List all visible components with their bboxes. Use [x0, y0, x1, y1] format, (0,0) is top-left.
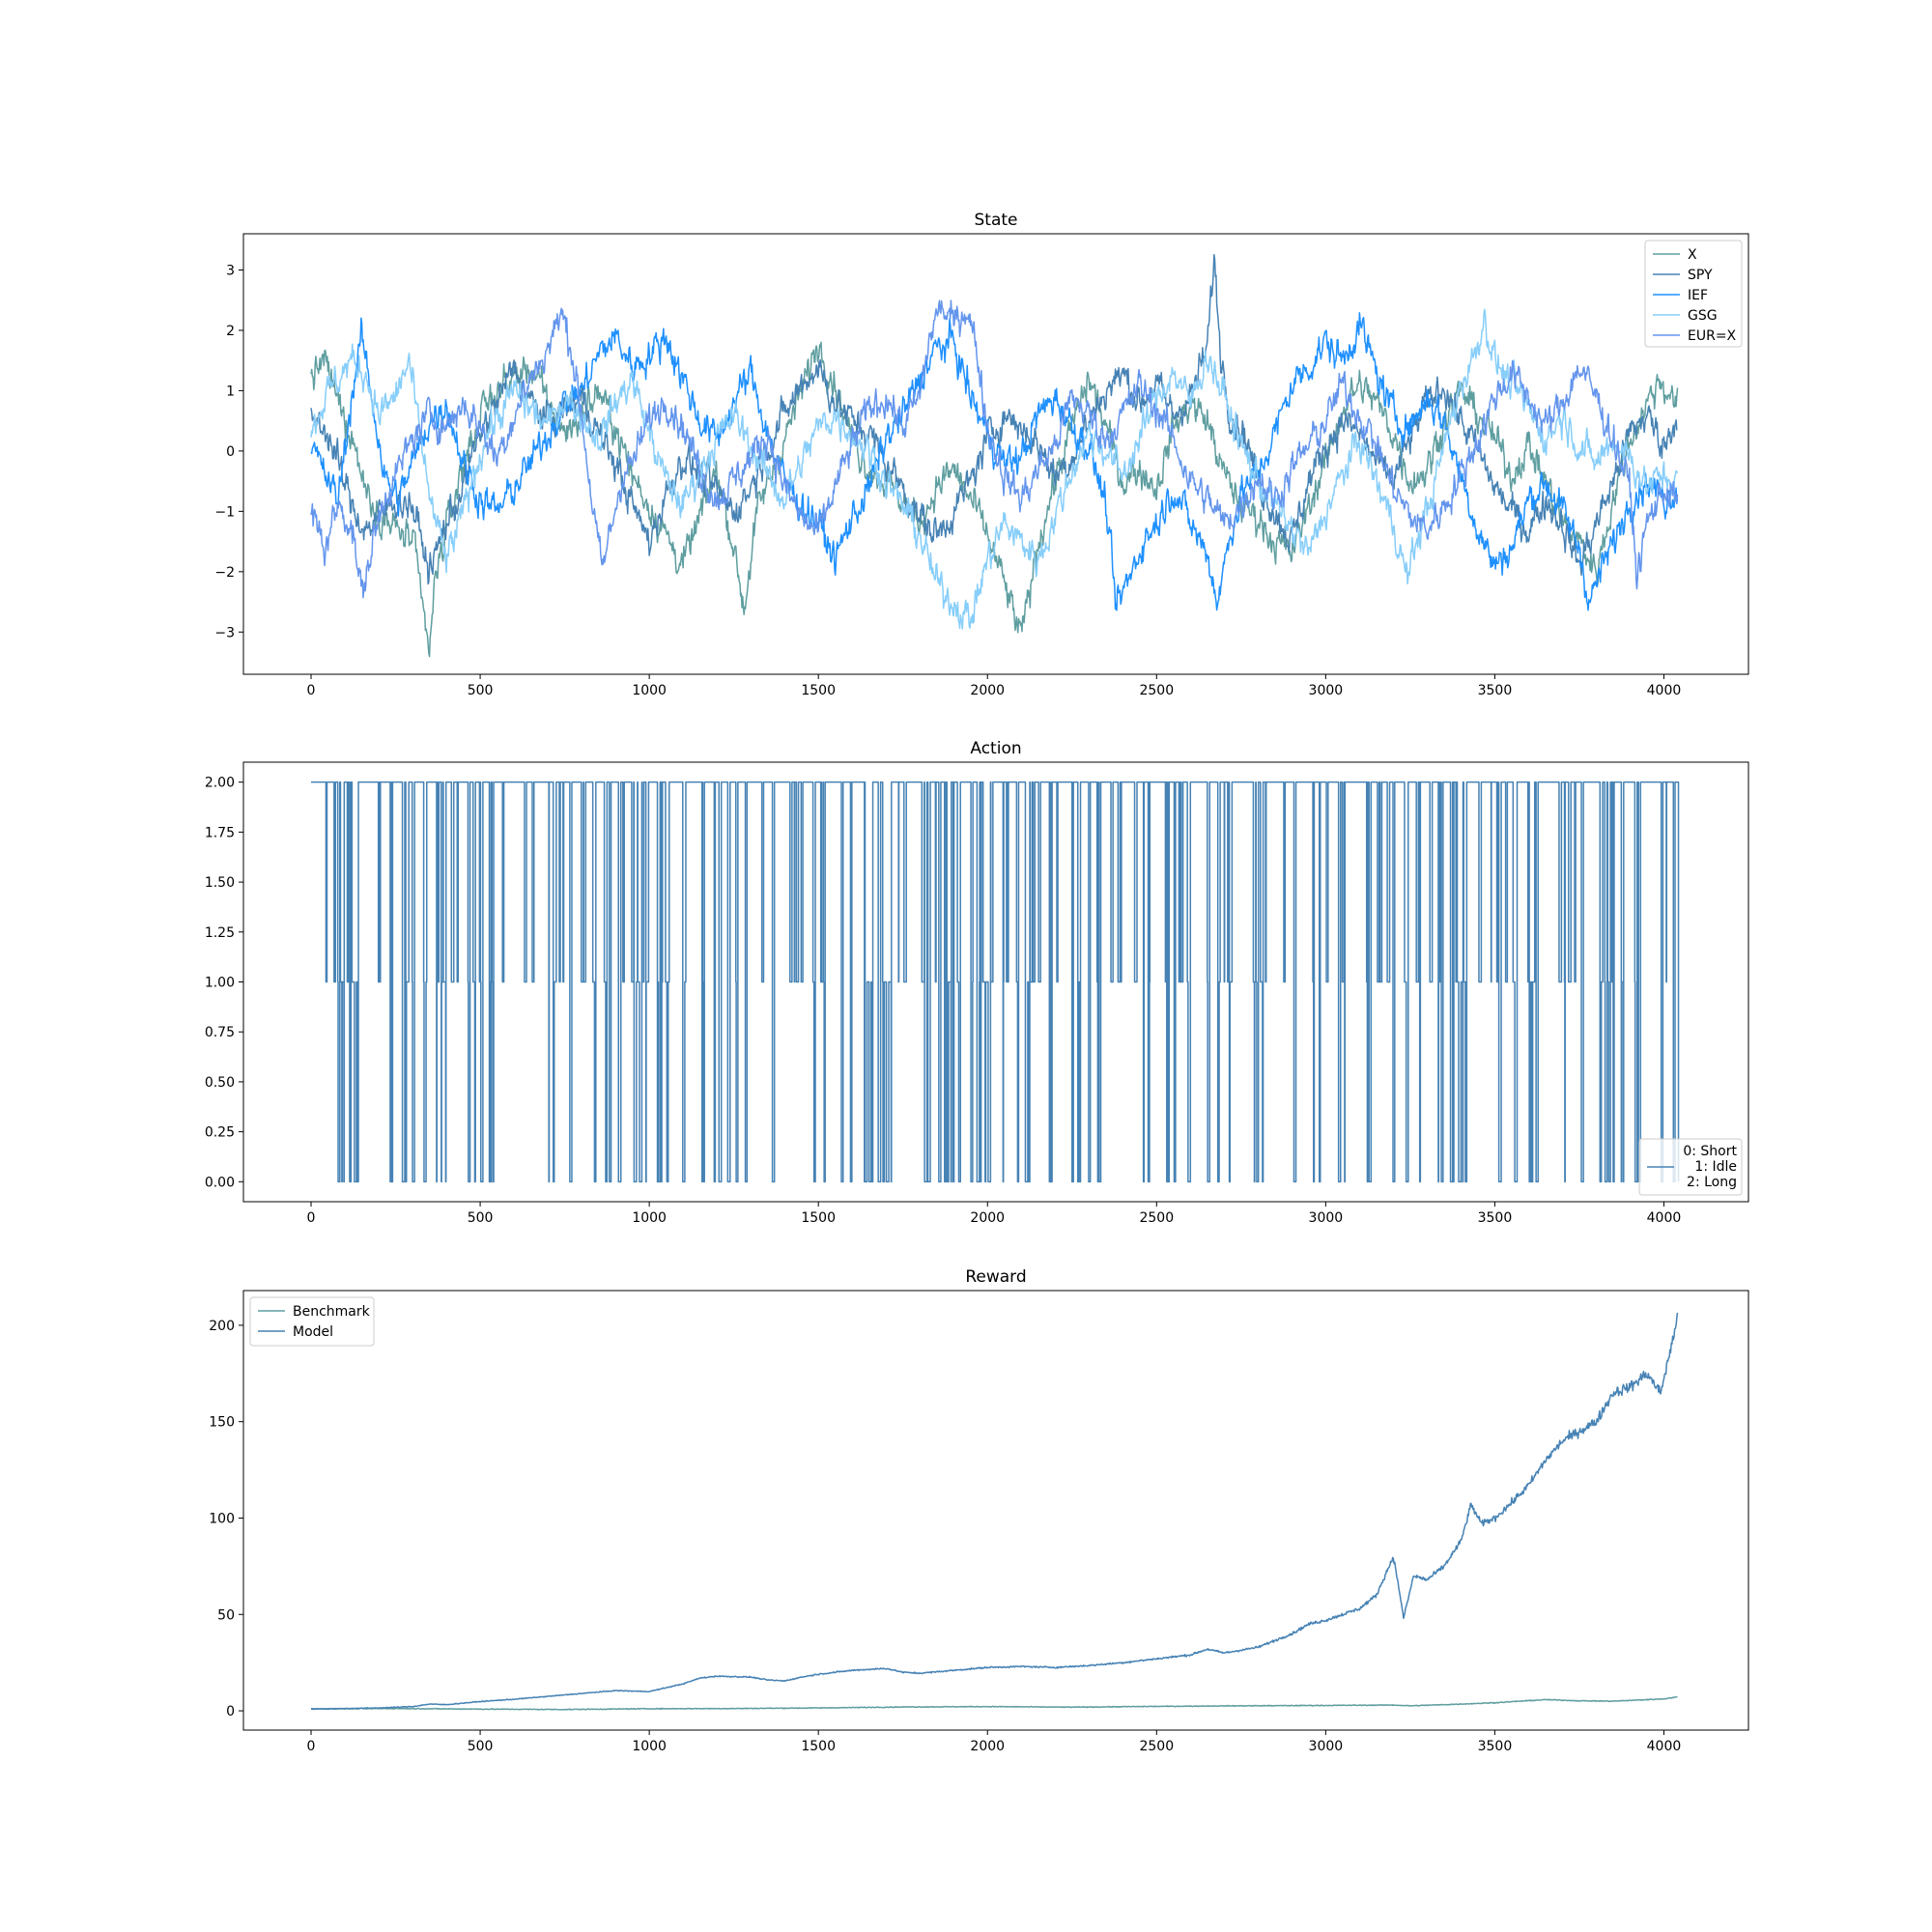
action-y-tick-label: 0.00	[205, 1175, 235, 1190]
state-x-axis: 0 500 1000 1500 2000 2500 3000 3500 4000	[307, 674, 1682, 698]
state-y-tick-label: 3	[226, 263, 235, 278]
state-x-tick-label: 3000	[1309, 683, 1344, 698]
reward-x-tick-label: 0	[307, 1739, 316, 1754]
state-y-tick-label: −2	[214, 565, 235, 581]
action-x-tick-label: 1000	[632, 1210, 667, 1226]
reward-legend-box	[249, 1296, 375, 1347]
action-y-tick-label: 1.75	[205, 825, 235, 840]
action-y-tick-label: 1.50	[205, 875, 235, 891]
state-x-tick-label: 2500	[1139, 683, 1174, 698]
action-x-tick-label: 2500	[1139, 1210, 1174, 1226]
action-y-tick-label: 1.25	[205, 925, 235, 941]
action-y-tick-label: 0.50	[205, 1075, 235, 1091]
reward-y-tick-label: 150	[209, 1415, 235, 1431]
reward-x-tick-label: 1500	[801, 1739, 836, 1754]
reward-y-tick-label: 100	[209, 1511, 235, 1526]
state-legend-label: IEF	[1688, 288, 1708, 303]
action-x-axis: 0 500 1000 1500 2000 2500 3000 3500 4000	[307, 1202, 1682, 1226]
action-y-tick-label: 1.00	[205, 976, 235, 991]
state-x-tick-label: 4000	[1647, 683, 1682, 698]
reward-axes-frame	[242, 1290, 1749, 1731]
reward-x-tick-label: 3000	[1309, 1739, 1344, 1754]
action-series-line-1	[311, 781, 1680, 1183]
state-plot-area	[310, 253, 1679, 658]
action-x-tick-label: 2000	[970, 1210, 1005, 1226]
state-y-tick-label: 2	[226, 324, 235, 339]
action-x-tick-label: 500	[468, 1210, 494, 1226]
action-panel: Action 0 500 1000 1500 2000 2500 3000 3500 4000 …	[205, 739, 1749, 1226]
action-legend-box	[1638, 1138, 1743, 1196]
reward-legend: Benchmark Model	[249, 1296, 375, 1347]
state-panel: State 0 500 1000 1500 2000 2500 3000 3500 4000 −…	[214, 211, 1749, 698]
action-y-axis: 0.00 0.25 0.50 0.75 1.00 1.25 1.50 1.75 2.00	[205, 776, 243, 1190]
reward-x-tick-label: 2000	[970, 1739, 1005, 1754]
state-y-tick-label: 0	[226, 444, 235, 460]
reward-x-tick-label: 1000	[632, 1739, 667, 1754]
state-y-tick-label: −1	[214, 504, 235, 520]
action-legend-label: 0: Short	[1683, 1144, 1737, 1159]
action-legend-label: 1: Idle	[1694, 1159, 1737, 1175]
action-y-tick-label: 2.00	[205, 776, 235, 791]
state-x-tick-label: 0	[307, 683, 316, 698]
reward-legend-label: Benchmark	[293, 1304, 371, 1320]
state-legend-label: EUR=X	[1688, 328, 1737, 344]
reward-series-line-2	[310, 1312, 1679, 1711]
action-plot-area	[311, 781, 1680, 1183]
state-legend-label: X	[1688, 247, 1697, 263]
state-x-tick-label: 500	[468, 683, 494, 698]
reward-x-axis: 0 500 1000 1500 2000 2500 3000 3500 4000	[307, 1730, 1682, 1754]
reward-x-tick-label: 4000	[1647, 1739, 1682, 1754]
state-y-tick-label: −3	[214, 625, 235, 640]
state-y-tick-label: 1	[226, 384, 235, 399]
state-series-line-3	[310, 312, 1679, 611]
reward-legend-label: Model	[293, 1324, 333, 1340]
action-x-tick-label: 0	[307, 1210, 316, 1226]
state-x-tick-label: 3500	[1478, 683, 1513, 698]
reward-x-tick-label: 2500	[1139, 1739, 1174, 1754]
state-x-tick-label: 1000	[632, 683, 667, 698]
state-legend: X SPY IEF GSG EUR=X	[1644, 240, 1743, 348]
action-legend-label: 2: Long	[1687, 1175, 1737, 1190]
reward-y-tick-label: 0	[226, 1704, 235, 1719]
reward-y-tick-label: 200	[209, 1319, 235, 1334]
state-chart-title: State	[975, 211, 1018, 230]
state-x-tick-label: 1500	[801, 683, 836, 698]
state-legend-label: SPY	[1688, 268, 1713, 283]
reward-x-tick-label: 3500	[1478, 1739, 1513, 1754]
action-x-tick-label: 3500	[1478, 1210, 1513, 1226]
reward-y-tick-label: 50	[217, 1607, 235, 1623]
state-legend-label: GSG	[1688, 308, 1718, 324]
state-series-line-4	[310, 308, 1679, 630]
state-legend-box	[1644, 240, 1743, 348]
action-y-tick-label: 0.75	[205, 1025, 235, 1040]
action-y-tick-label: 0.25	[205, 1125, 235, 1141]
reward-plot-area	[310, 1312, 1679, 1711]
reward-panel: Reward 0 500 1000 1500 2000 2500 3000 3500 4000 …	[209, 1267, 1749, 1754]
state-series-line-5	[310, 299, 1679, 599]
state-y-axis: −3 −2 −1 0 1 2 3	[214, 263, 243, 640]
action-x-tick-label: 3000	[1309, 1210, 1344, 1226]
action-chart-title: Action	[970, 739, 1021, 758]
reward-chart-title: Reward	[965, 1267, 1026, 1287]
action-x-tick-label: 1500	[801, 1210, 836, 1226]
reward-x-tick-label: 500	[468, 1739, 494, 1754]
reward-y-axis: 0 50 100 150 200	[209, 1319, 243, 1719]
action-x-tick-label: 4000	[1647, 1210, 1682, 1226]
reward-series-line-1	[310, 1695, 1678, 1711]
state-axes-frame	[242, 233, 1749, 675]
state-x-tick-label: 2000	[970, 683, 1005, 698]
